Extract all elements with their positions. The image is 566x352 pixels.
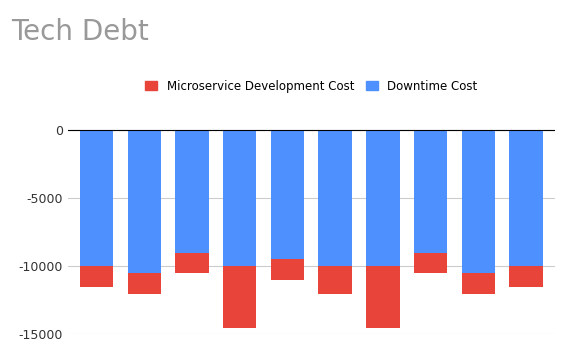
Bar (175, 130, 209, 253)
Bar (223, 130, 256, 266)
Bar (271, 259, 304, 280)
Bar (80, 130, 113, 266)
Bar (414, 253, 447, 273)
Bar (223, 266, 256, 328)
Bar (462, 273, 495, 294)
Bar (509, 130, 543, 266)
Text: Tech Debt: Tech Debt (11, 18, 149, 46)
Bar (80, 266, 113, 287)
Bar (462, 130, 495, 273)
Bar (175, 253, 209, 273)
Bar (414, 130, 447, 253)
Bar (319, 130, 352, 266)
Bar (319, 266, 352, 294)
Bar (366, 130, 400, 266)
Bar (509, 266, 543, 287)
Legend: Microservice Development Cost, Downtime Cost: Microservice Development Cost, Downtime … (142, 76, 481, 96)
Bar (127, 130, 161, 273)
Bar (127, 273, 161, 294)
Bar (271, 130, 304, 259)
Bar (366, 266, 400, 328)
